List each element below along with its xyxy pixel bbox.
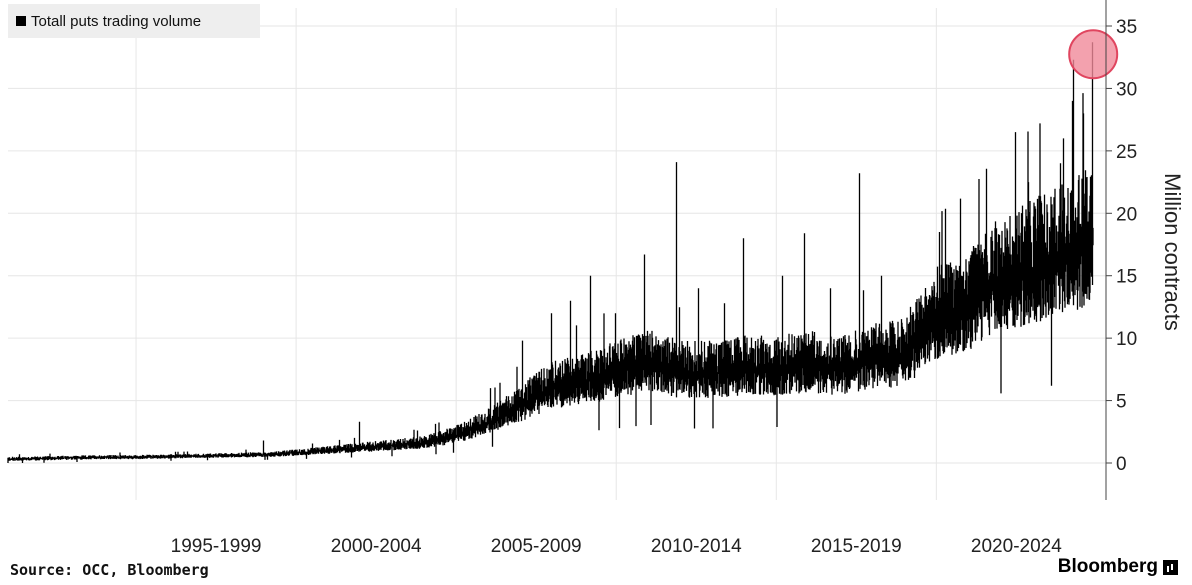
- legend-label: Totall puts trading volume: [31, 12, 202, 30]
- y-tick-label: 30: [1116, 79, 1137, 100]
- chart-legend: Totall puts trading volume: [8, 4, 260, 38]
- peak-highlight-circle: [1068, 29, 1119, 80]
- brand-label: Bloomberg: [1057, 556, 1158, 577]
- legend-swatch-icon: [16, 16, 26, 26]
- series-totall-puts-volume: [7, 42, 1094, 463]
- y-tick-label: 25: [1116, 142, 1137, 163]
- x-tick-label: 2005-2009: [491, 536, 582, 557]
- peak-marker: [1068, 29, 1119, 80]
- y-tick-label: 35: [1116, 17, 1137, 38]
- x-tick-label: 2000-2004: [331, 536, 422, 557]
- chart-grid: [8, 8, 1106, 500]
- y-tick-label: 15: [1116, 267, 1137, 288]
- x-axis-labels: 1995-1999 2000-2004 2005-2009 2010-2014 2015…: [171, 536, 1063, 557]
- source-note: Source: OCC, Bloomberg: [10, 561, 209, 579]
- series-line: [7, 42, 1094, 463]
- bloomberg-logo: Bloomberg: [1058, 556, 1178, 578]
- y-tick-label: 0: [1116, 454, 1127, 475]
- x-tick-label: 1995-1999: [171, 536, 262, 557]
- x-tick-label: 2010-2014: [651, 536, 742, 557]
- x-tick-label: 2015-2019: [811, 536, 902, 557]
- y-axis: 0 5 10 15 20 25 30 35: [1105, 0, 1137, 500]
- y-tick-label: 5: [1116, 392, 1127, 413]
- y-tick-label: 20: [1116, 204, 1137, 225]
- y-tick-label: 10: [1116, 329, 1137, 350]
- y-axis-title: Million contracts: [1160, 173, 1185, 331]
- x-tick-label: 2020-2024: [971, 536, 1062, 557]
- bloomberg-chart-icon: [1163, 559, 1178, 575]
